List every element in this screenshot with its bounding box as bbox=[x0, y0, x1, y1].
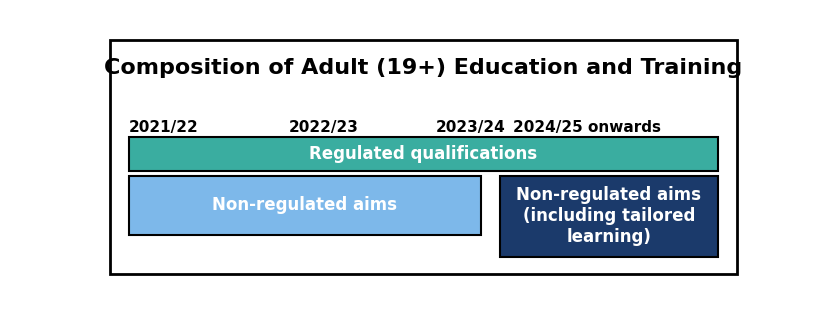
Text: 2021/22: 2021/22 bbox=[129, 120, 198, 135]
Text: Non-regulated aims: Non-regulated aims bbox=[212, 197, 397, 215]
Text: Regulated qualifications: Regulated qualifications bbox=[309, 145, 538, 163]
FancyBboxPatch shape bbox=[110, 40, 737, 273]
FancyBboxPatch shape bbox=[129, 137, 718, 171]
Text: 2024/25 onwards: 2024/25 onwards bbox=[513, 120, 661, 135]
Text: Non-regulated aims
(including tailored
learning): Non-regulated aims (including tailored l… bbox=[516, 186, 701, 246]
Text: 2022/23: 2022/23 bbox=[289, 120, 358, 135]
Text: 2023/24: 2023/24 bbox=[436, 120, 506, 135]
Text: Composition of Adult (19+) Education and Training: Composition of Adult (19+) Education and… bbox=[104, 58, 743, 78]
FancyBboxPatch shape bbox=[501, 176, 718, 257]
FancyBboxPatch shape bbox=[129, 176, 481, 235]
